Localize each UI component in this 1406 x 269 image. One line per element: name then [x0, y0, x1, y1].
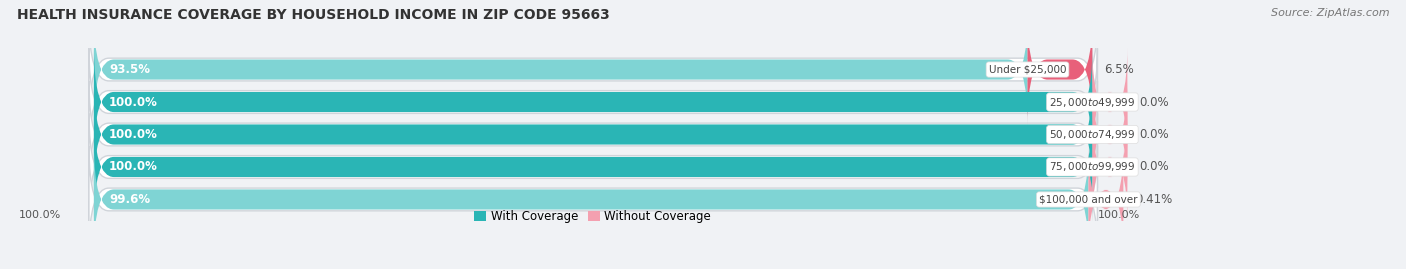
Text: $75,000 to $99,999: $75,000 to $99,999: [1049, 161, 1136, 174]
Text: 6.5%: 6.5%: [1104, 63, 1135, 76]
Text: 99.6%: 99.6%: [108, 193, 150, 206]
FancyBboxPatch shape: [94, 112, 1092, 222]
FancyBboxPatch shape: [1028, 15, 1092, 125]
Text: 0.0%: 0.0%: [1139, 128, 1168, 141]
FancyBboxPatch shape: [89, 114, 1098, 221]
Text: 100.0%: 100.0%: [20, 210, 62, 220]
Text: Under $25,000: Under $25,000: [988, 65, 1066, 75]
FancyBboxPatch shape: [89, 146, 1098, 253]
Text: 100.0%: 100.0%: [1098, 210, 1140, 220]
Text: 100.0%: 100.0%: [108, 128, 157, 141]
Text: 100.0%: 100.0%: [108, 95, 157, 108]
Text: Source: ZipAtlas.com: Source: ZipAtlas.com: [1271, 8, 1389, 18]
FancyBboxPatch shape: [94, 144, 1088, 254]
Text: 100.0%: 100.0%: [108, 161, 157, 174]
Text: 0.0%: 0.0%: [1139, 95, 1168, 108]
Text: $50,000 to $74,999: $50,000 to $74,999: [1049, 128, 1136, 141]
Text: 0.0%: 0.0%: [1139, 161, 1168, 174]
FancyBboxPatch shape: [89, 48, 1098, 155]
FancyBboxPatch shape: [1088, 144, 1123, 254]
Legend: With Coverage, Without Coverage: With Coverage, Without Coverage: [474, 210, 711, 223]
FancyBboxPatch shape: [1092, 80, 1128, 189]
FancyBboxPatch shape: [94, 47, 1092, 157]
FancyBboxPatch shape: [1092, 47, 1128, 157]
Text: $100,000 and over: $100,000 and over: [1039, 194, 1137, 204]
FancyBboxPatch shape: [89, 81, 1098, 188]
FancyBboxPatch shape: [94, 80, 1092, 189]
Text: 0.41%: 0.41%: [1135, 193, 1173, 206]
Text: HEALTH INSURANCE COVERAGE BY HOUSEHOLD INCOME IN ZIP CODE 95663: HEALTH INSURANCE COVERAGE BY HOUSEHOLD I…: [17, 8, 610, 22]
Text: $25,000 to $49,999: $25,000 to $49,999: [1049, 95, 1136, 108]
FancyBboxPatch shape: [1092, 112, 1128, 222]
FancyBboxPatch shape: [89, 16, 1098, 123]
Text: 93.5%: 93.5%: [108, 63, 150, 76]
FancyBboxPatch shape: [94, 15, 1028, 125]
